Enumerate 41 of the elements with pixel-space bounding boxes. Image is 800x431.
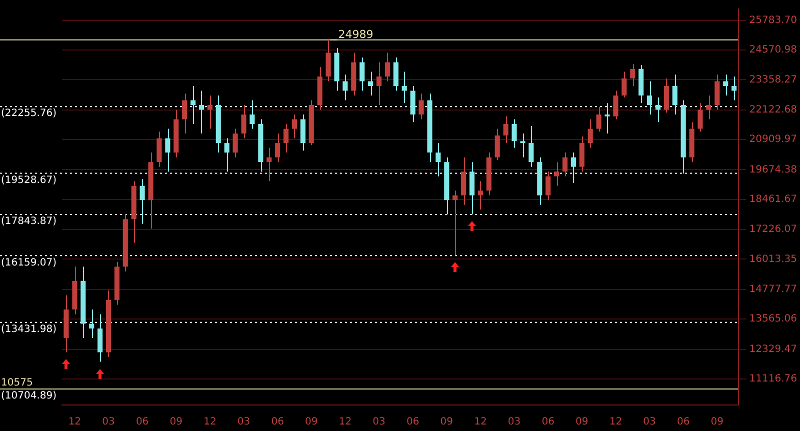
y-tick-label: 20909.97	[749, 134, 798, 146]
x-tick-label: 03	[372, 416, 386, 428]
x-tick-label: 06	[136, 416, 149, 428]
x-tick-label: 12	[609, 416, 622, 428]
x-tick-label: 06	[271, 416, 284, 428]
ref-line-label: (10704.89)	[1, 390, 57, 402]
x-tick-label: 09	[170, 416, 182, 428]
x-tick-label: 03	[102, 416, 115, 428]
y-tick-label: 16013.35	[749, 254, 798, 265]
y-tick-label: 19674.38	[749, 164, 798, 176]
ref-line-label: (16159.07)	[1, 257, 57, 268]
text: 10575	[1, 378, 33, 389]
x-tick-label: 06	[676, 416, 690, 428]
ref-line-label: (19528.67)	[1, 174, 57, 186]
x-tick-label: 09	[576, 416, 588, 428]
x-tick-label: 03	[237, 416, 250, 428]
x-tick-label: 12	[474, 416, 487, 428]
x-tick-label: 09	[440, 416, 454, 428]
ref-line-label: (17843.87)	[1, 216, 57, 228]
y-tick-label: 22122.68	[749, 104, 798, 116]
y-tick-label: 13565.06	[749, 314, 798, 325]
x-tick-label: 06	[406, 416, 420, 428]
y-tick-label: 25783.70	[749, 14, 798, 26]
y-tick-label: 23358.27	[749, 74, 798, 86]
x-tick-label: 09	[710, 416, 724, 428]
ref-line-label: (13431.98)	[1, 324, 57, 335]
y-tick-label: 14777.77	[749, 284, 798, 296]
y-tick-label: 12329.47	[749, 344, 798, 355]
y-tick-label: 18461.67	[749, 194, 798, 205]
x-tick-label: 09	[305, 416, 318, 428]
y-tick-label: 17226.07	[749, 224, 798, 236]
x-tick-label: 06	[542, 416, 554, 428]
x-tick-label: 12	[68, 416, 82, 428]
x-tick-label: 12	[338, 416, 352, 428]
x-tick-label: 12	[204, 416, 216, 428]
x-tick-label: 03	[508, 416, 521, 428]
y-tick-label: 11116.76	[749, 374, 798, 385]
ref-line-label: (22255.76)	[1, 108, 57, 120]
y-tick-label: 24570.98	[749, 44, 798, 56]
annotation: 24989	[338, 28, 374, 42]
x-tick-label: 03	[643, 416, 656, 428]
